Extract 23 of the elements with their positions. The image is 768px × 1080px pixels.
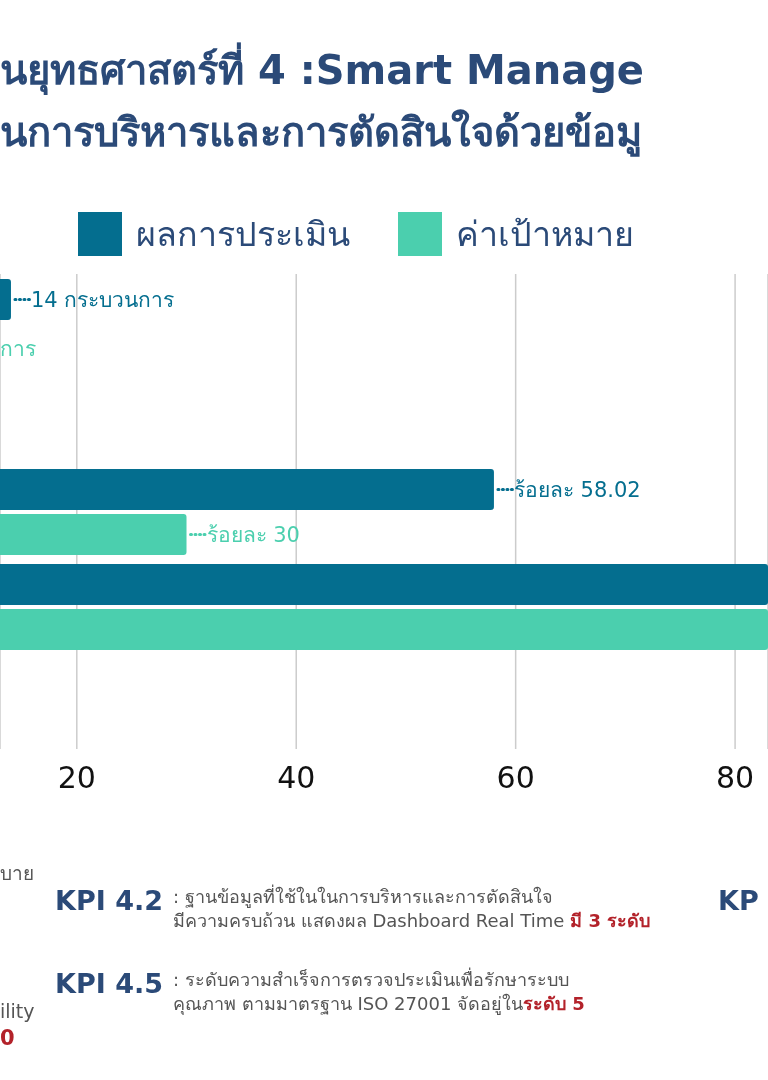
legend-label: ผลการประเมิน [136, 213, 350, 256]
data-label: 14 กระบวนการ [30, 287, 175, 312]
x-tick-label: 40 [277, 760, 316, 796]
annotation: การ [0, 336, 36, 363]
x-tick-label: 20 [57, 760, 96, 796]
chart-title: นยุทธศาสตร์ที่ 4 :Smart Manage [0, 41, 644, 97]
text: KP [718, 885, 759, 916]
text: : ระดับความสำเร็จการตรวจประเมินเพื่อรักษาระบบ [173, 968, 570, 992]
text: 0 [0, 1026, 15, 1050]
text: KPI 4.2 [55, 885, 163, 918]
text: ility [0, 1000, 35, 1022]
x-tick-label: 60 [496, 760, 535, 796]
data-label: ร้อยละ 30 [206, 522, 300, 547]
data-label: ร้อยละ 58.02 [513, 477, 641, 502]
text: บาย [0, 861, 34, 886]
chart-subtitle: นการบริหารและการตัดสินใจด้วยข้อมู [0, 108, 642, 159]
text: มี 3 ระดับ [570, 910, 651, 931]
text: : ฐานข้อมูลที่ใช้ในในการบริหารและการตัดสินใจ [173, 885, 554, 909]
x-tick-label: 80 [715, 760, 755, 796]
text: KPI 4.5 [55, 968, 163, 1001]
legend-label: ค่าเป้าหมาย [456, 213, 634, 256]
text: ระดับ 5 [523, 993, 585, 1014]
text: มีความครบถ้วน แสดงผล Dashboard Real Time [173, 910, 565, 931]
